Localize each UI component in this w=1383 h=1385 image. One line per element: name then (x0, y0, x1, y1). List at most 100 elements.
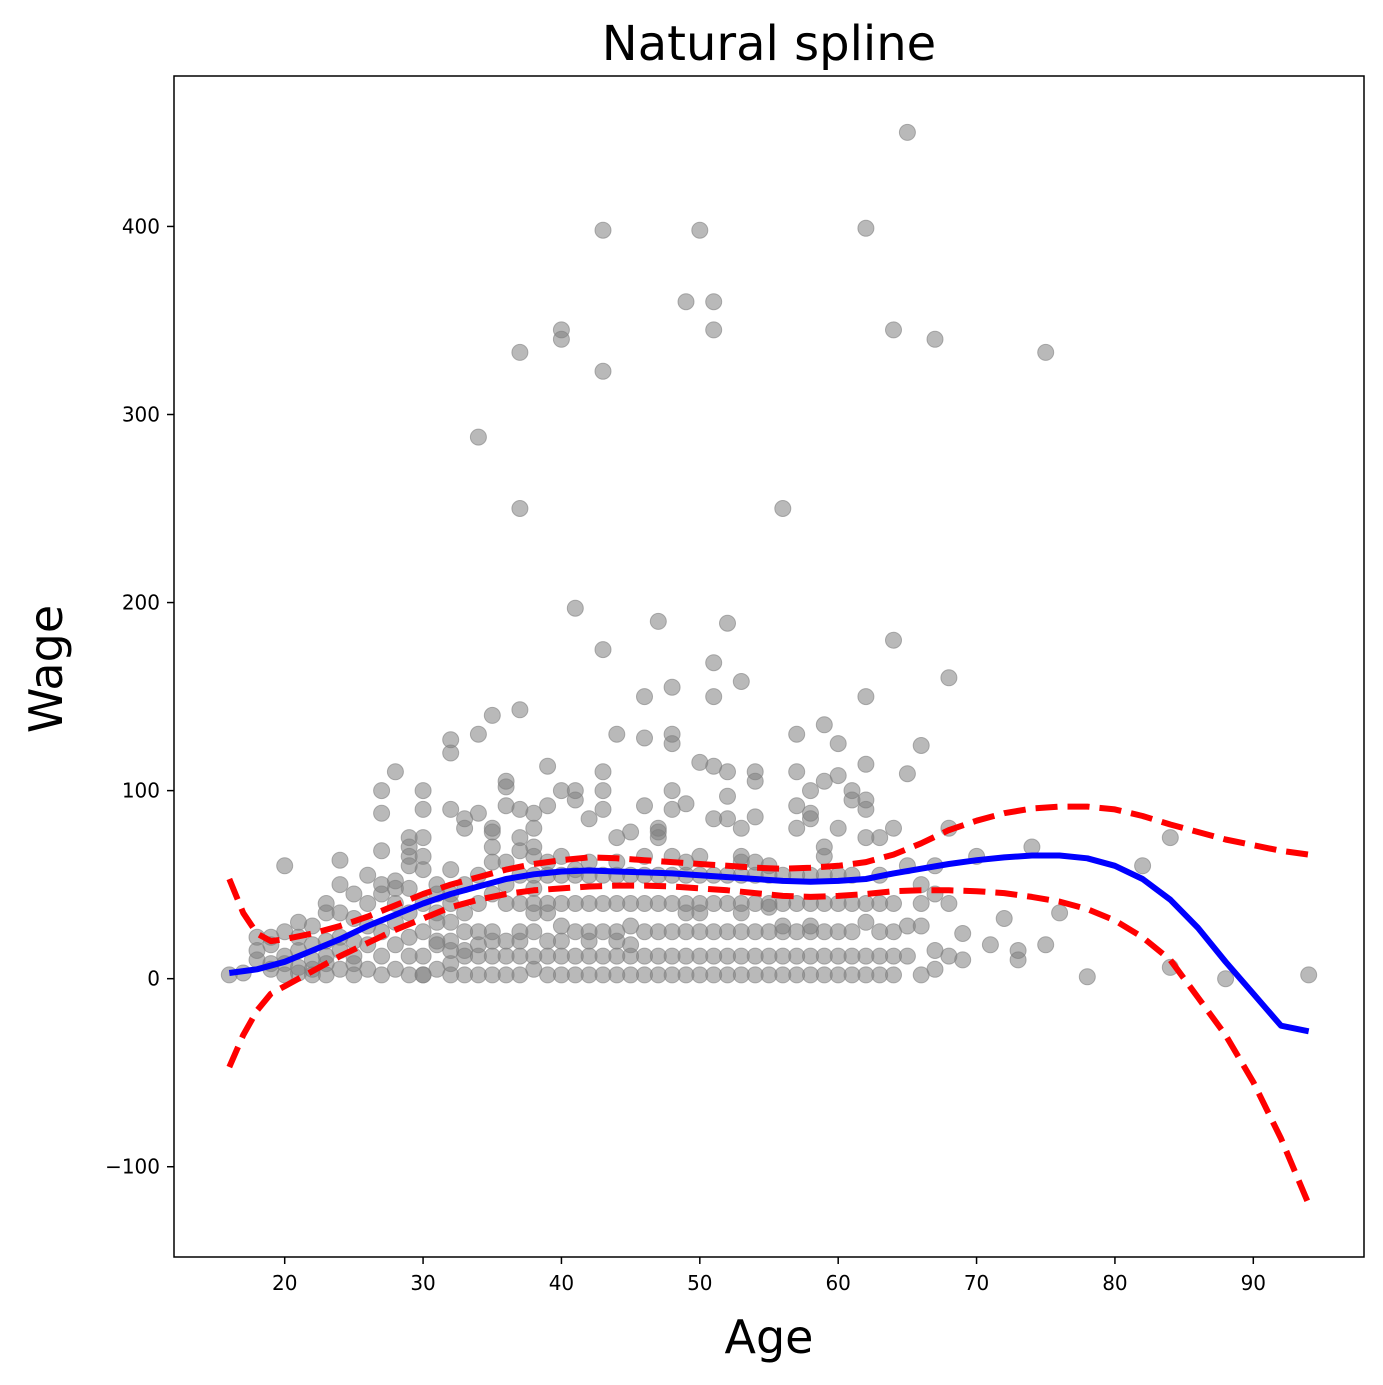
data-point (580, 810, 598, 828)
data-point (276, 857, 294, 875)
data-point (483, 838, 501, 856)
data-point (580, 932, 598, 950)
x-tick-label: 30 (410, 1271, 435, 1295)
data-point (1078, 968, 1096, 986)
data-point (829, 735, 847, 753)
data-point (898, 947, 916, 965)
x-tick-label: 90 (1241, 1271, 1266, 1295)
data-point (442, 744, 460, 762)
data-point (373, 782, 391, 800)
x-tick-label: 70 (964, 1271, 989, 1295)
fit-lines (226, 803, 1312, 1206)
data-point (594, 763, 612, 781)
data-point (649, 819, 667, 837)
data-point (788, 797, 806, 815)
data-point (1161, 829, 1179, 847)
data-point (511, 829, 529, 847)
data-point (857, 219, 875, 237)
data-point (525, 923, 543, 941)
data-point (705, 321, 723, 339)
data-point (469, 428, 487, 446)
data-point (995, 910, 1013, 927)
data-point (774, 500, 792, 517)
data-point (885, 321, 902, 339)
data-point (345, 885, 363, 903)
data-point (885, 966, 902, 984)
data-point (539, 757, 557, 775)
data-point (1037, 936, 1055, 954)
data-point (594, 362, 612, 380)
data-point (663, 782, 681, 800)
data-point (400, 879, 418, 897)
data-point (414, 782, 432, 800)
y-tick-label: 200 (122, 591, 160, 615)
data-point (636, 797, 653, 815)
data-point (746, 808, 764, 826)
x-tick-label: 80 (1102, 1271, 1127, 1295)
data-point (442, 800, 460, 818)
fit-line (228, 852, 1310, 1035)
data-point (483, 706, 501, 724)
data-point (622, 823, 640, 841)
data-point (719, 763, 736, 781)
data-point (663, 678, 681, 696)
data-point (691, 221, 709, 239)
data-point (705, 654, 723, 672)
data-point (732, 904, 750, 922)
data-point (552, 932, 570, 950)
y-tick-label: 300 (122, 403, 160, 427)
data-point (636, 688, 653, 706)
x-tick-label: 20 (272, 1271, 297, 1295)
data-point (594, 782, 612, 800)
y-tick-label: −100 (105, 1155, 160, 1179)
data-point (954, 925, 972, 942)
data-point (552, 330, 570, 348)
x-axis-title: Age (725, 1310, 814, 1364)
data-point (829, 819, 847, 837)
data-point (594, 221, 612, 239)
data-point (926, 960, 944, 978)
data-point (981, 936, 999, 954)
data-point (898, 765, 916, 783)
data-point (331, 851, 349, 869)
data-point (912, 917, 930, 935)
x-tick-label: 60 (825, 1271, 850, 1295)
data-point (885, 631, 902, 649)
data-point (539, 904, 557, 922)
data-point (608, 725, 626, 743)
x-tick-label: 40 (549, 1271, 574, 1295)
data-point (732, 673, 750, 690)
data-point (290, 958, 307, 976)
data-point (746, 772, 764, 790)
data-point (525, 838, 543, 856)
data-point (815, 847, 833, 865)
data-point (373, 947, 391, 965)
data-point (843, 923, 861, 941)
data-point (857, 800, 875, 818)
data-point (732, 819, 750, 837)
data-point (691, 904, 709, 922)
data-point (469, 804, 487, 822)
data-point (414, 947, 432, 965)
data-point (705, 293, 723, 311)
data-point (442, 955, 460, 973)
data-point (871, 829, 889, 847)
data-point (386, 763, 404, 781)
data-point (857, 755, 875, 773)
data-point (525, 819, 543, 837)
data-point (359, 895, 377, 912)
x-tick-label: 50 (687, 1271, 712, 1295)
data-point (788, 725, 806, 743)
data-point (511, 500, 529, 517)
data-point (926, 330, 944, 348)
data-point (290, 913, 307, 931)
data-point (511, 701, 529, 719)
data-point (802, 810, 819, 828)
data-point (829, 767, 847, 785)
y-axis-title: Wage (19, 605, 73, 733)
data-point (566, 791, 584, 809)
data-point (857, 688, 875, 706)
data-point (677, 795, 695, 813)
data-point (677, 293, 695, 311)
